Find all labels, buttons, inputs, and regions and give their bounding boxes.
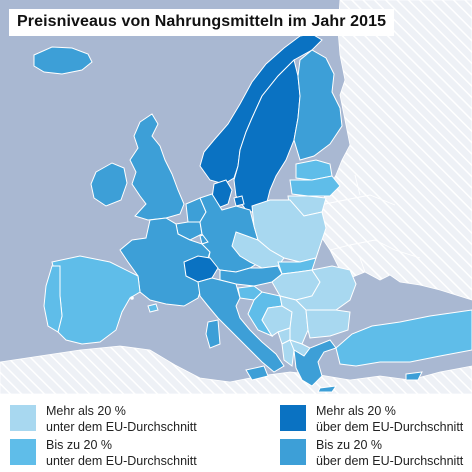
sardinia [205,319,221,349]
italy [197,277,285,373]
finland [293,49,343,161]
legend-label-below-1: Bis zu 20 % [46,438,113,452]
legend-item-below: Bis zu 20 % unter dem EU-Durchschnitt [10,437,197,469]
legend-item-much-above: Mehr als 20 % über dem EU-Durchschnitt [280,403,466,435]
ukraine-belarus-borders [319,174,421,273]
sicily [245,365,269,381]
iceland [33,46,93,75]
legend-item-above: Bis zu 20 % über dem EU-Durchschnitt [280,437,466,469]
ireland [90,162,128,207]
portugal [43,265,63,333]
europe-map [0,0,472,394]
legend-swatch-much-below [10,405,36,431]
greece [293,339,338,393]
north-africa-land [0,345,472,394]
legend-swatch-much-above [280,405,306,431]
bulgaria [305,309,351,339]
legend-label-much-above-2: über dem EU-Durchschnitt [316,420,464,434]
legend-swatch-above [280,439,306,465]
latvia [289,175,341,197]
albania [281,339,295,367]
legend-swatch-below [10,439,36,465]
legend-label-much-above-1: Mehr als 20 % [316,404,396,418]
legend-label-much-below-2: unter dem EU-Durchschnitt [46,420,197,434]
map-title: Preisniveaus von Nahrungsmitteln im Jahr… [9,9,395,36]
norway [199,33,323,185]
balearic-islands [147,303,159,313]
legend-label-much-below-1: Mehr als 20 % [46,404,126,418]
legend-label-above-2: über dem EU-Durchschnitt [316,454,464,468]
legend: Mehr als 20 % unter dem EU-Durchschnitt … [0,394,472,472]
turkey [335,309,472,367]
france [119,217,211,307]
legend-item-much-below: Mehr als 20 % unter dem EU-Durchschnitt [10,403,197,435]
cyprus [405,371,423,381]
legend-label-above-1: Bis zu 20 % [316,438,383,452]
switzerland [183,255,219,283]
malta [130,296,134,300]
legend-label-below-2: unter dem EU-Durchschnitt [46,454,197,468]
